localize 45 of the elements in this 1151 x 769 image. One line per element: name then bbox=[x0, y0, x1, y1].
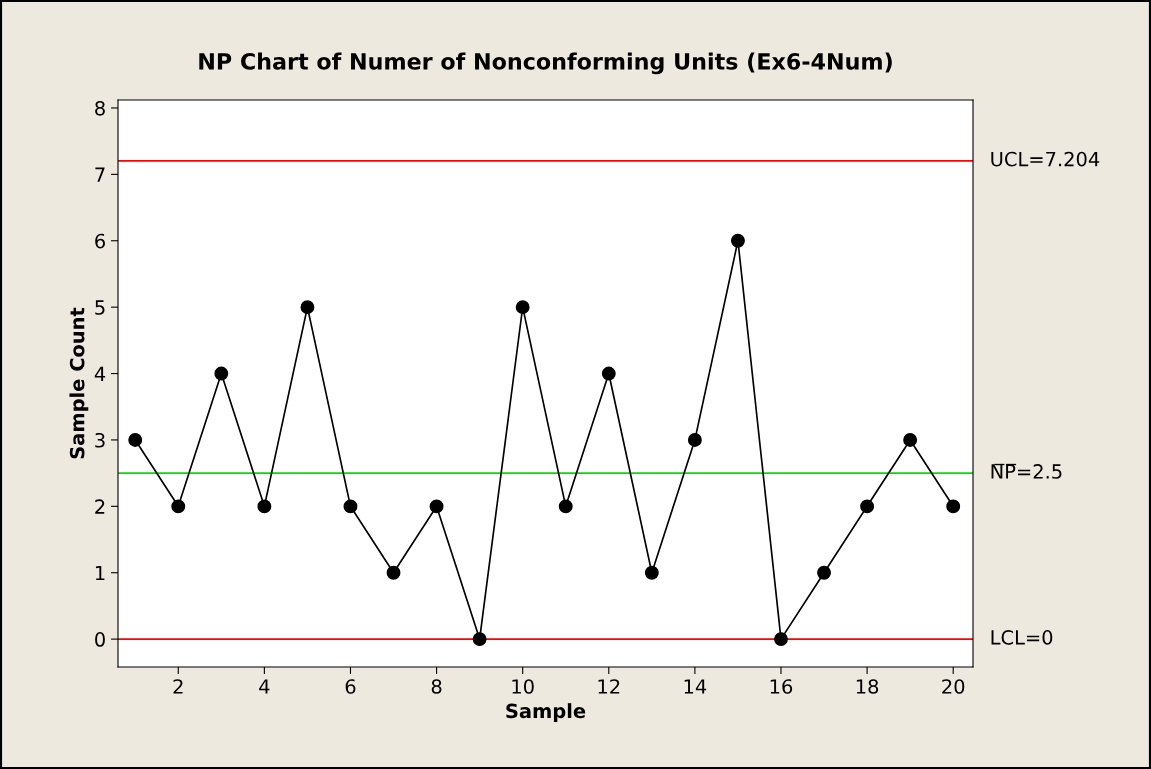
point bbox=[171, 499, 186, 514]
y-tick-label: 4 bbox=[94, 366, 106, 381]
x-tick-label: 8 bbox=[431, 679, 442, 694]
point bbox=[472, 632, 487, 647]
point bbox=[817, 565, 831, 580]
x-tick-label: 6 bbox=[345, 679, 356, 694]
y-tick-label: 6 bbox=[95, 233, 105, 249]
point bbox=[386, 565, 401, 580]
x-tick-label: 4 bbox=[259, 679, 270, 694]
x-tick-label: 18 bbox=[856, 679, 879, 694]
point bbox=[128, 432, 143, 447]
point bbox=[515, 300, 530, 315]
x-tick-label: 14 bbox=[684, 679, 707, 694]
ref-line-label: UCL=7.204 bbox=[991, 151, 1100, 167]
y-tick-label: 2 bbox=[95, 499, 105, 514]
point bbox=[946, 499, 961, 514]
y-tick-label: 0 bbox=[95, 632, 105, 647]
point bbox=[343, 499, 358, 514]
point bbox=[558, 499, 573, 514]
y-tick-label: 5 bbox=[95, 300, 105, 315]
x-tick-label: 12 bbox=[598, 679, 620, 694]
point bbox=[687, 432, 702, 447]
chart-title: NP Chart of Numer of Nonconforming Units (Ex6-4Num) bbox=[199, 52, 892, 75]
point bbox=[774, 632, 788, 647]
point bbox=[644, 565, 659, 580]
point bbox=[214, 366, 229, 381]
y-tick-label: 3 bbox=[95, 432, 105, 448]
y-tick-label: 1 bbox=[95, 565, 105, 581]
x-tick-label: 20 bbox=[942, 679, 965, 694]
x-axis-title: Sample bbox=[506, 703, 586, 722]
ref-line-label: LCL=0 bbox=[991, 630, 1053, 645]
point bbox=[429, 499, 444, 514]
point bbox=[300, 300, 315, 315]
point bbox=[903, 432, 918, 447]
y-tick-label: 8 bbox=[95, 100, 105, 116]
ref-line-label: N̅P̅=2.5 bbox=[991, 463, 1062, 479]
point bbox=[601, 366, 616, 381]
point bbox=[730, 233, 745, 248]
point bbox=[257, 499, 272, 514]
y-tick-label: 7 bbox=[95, 167, 105, 182]
x-tick-label: 2 bbox=[173, 679, 183, 694]
y-axis-title: Sample Count bbox=[69, 307, 89, 459]
x-tick-label: 16 bbox=[770, 679, 793, 694]
point bbox=[860, 499, 875, 514]
x-tick-label: 10 bbox=[512, 679, 534, 694]
